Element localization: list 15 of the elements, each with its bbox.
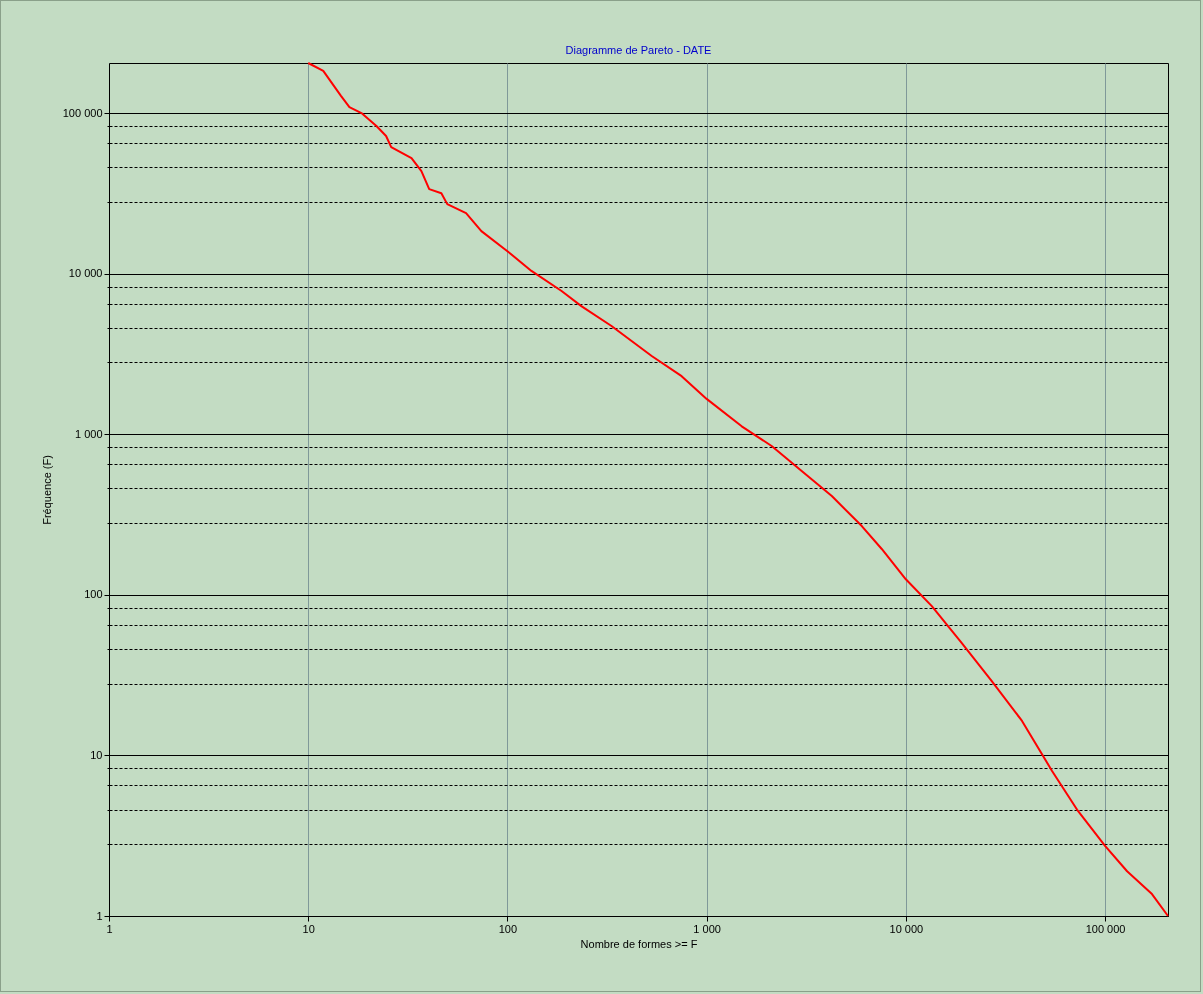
x-tick-label: 1 — [106, 922, 113, 935]
x-tick-label: 10 — [302, 922, 315, 935]
y-tick-label: 1 000 — [74, 427, 103, 440]
y-tick-label: 100 000 — [62, 106, 103, 119]
y-tick-label: 10 — [90, 748, 103, 761]
y-tick-label: 100 — [84, 588, 103, 601]
x-tick-label: 1 000 — [693, 922, 721, 935]
x-tick-label: 10 000 — [889, 922, 924, 935]
y-tick-label: 1 — [96, 909, 103, 922]
y-axis-title: Fréquence (F) — [40, 455, 53, 525]
x-axis-title: Nombre de formes >= F — [580, 937, 698, 950]
y-tick-label: 10 000 — [68, 267, 103, 280]
x-tick-label: 100 — [498, 922, 518, 935]
chart-title: Diagramme de Pareto - DATE — [565, 44, 712, 56]
x-tick-label: 100 000 — [1085, 922, 1126, 935]
